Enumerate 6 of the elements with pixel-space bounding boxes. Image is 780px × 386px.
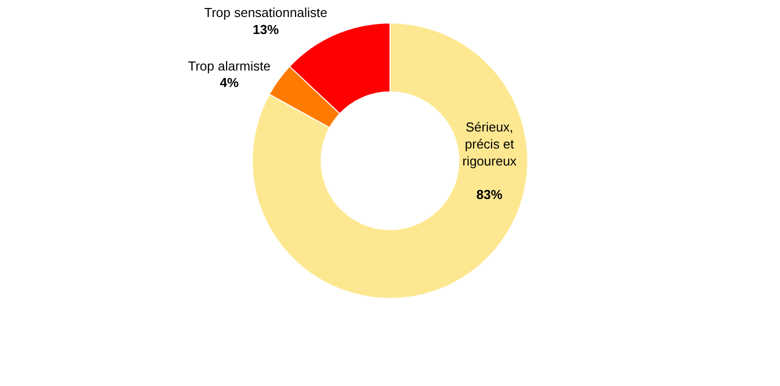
- data-label: 4%: [220, 75, 240, 90]
- data-label: 13%: [252, 22, 280, 37]
- slice-label: Sérieux, précis et rigoureux: [462, 120, 518, 168]
- slice-label: Trop sensationnaliste: [204, 4, 328, 20]
- slice-label: Trop alarmiste: [188, 58, 271, 74]
- data-label: 83%: [476, 187, 503, 202]
